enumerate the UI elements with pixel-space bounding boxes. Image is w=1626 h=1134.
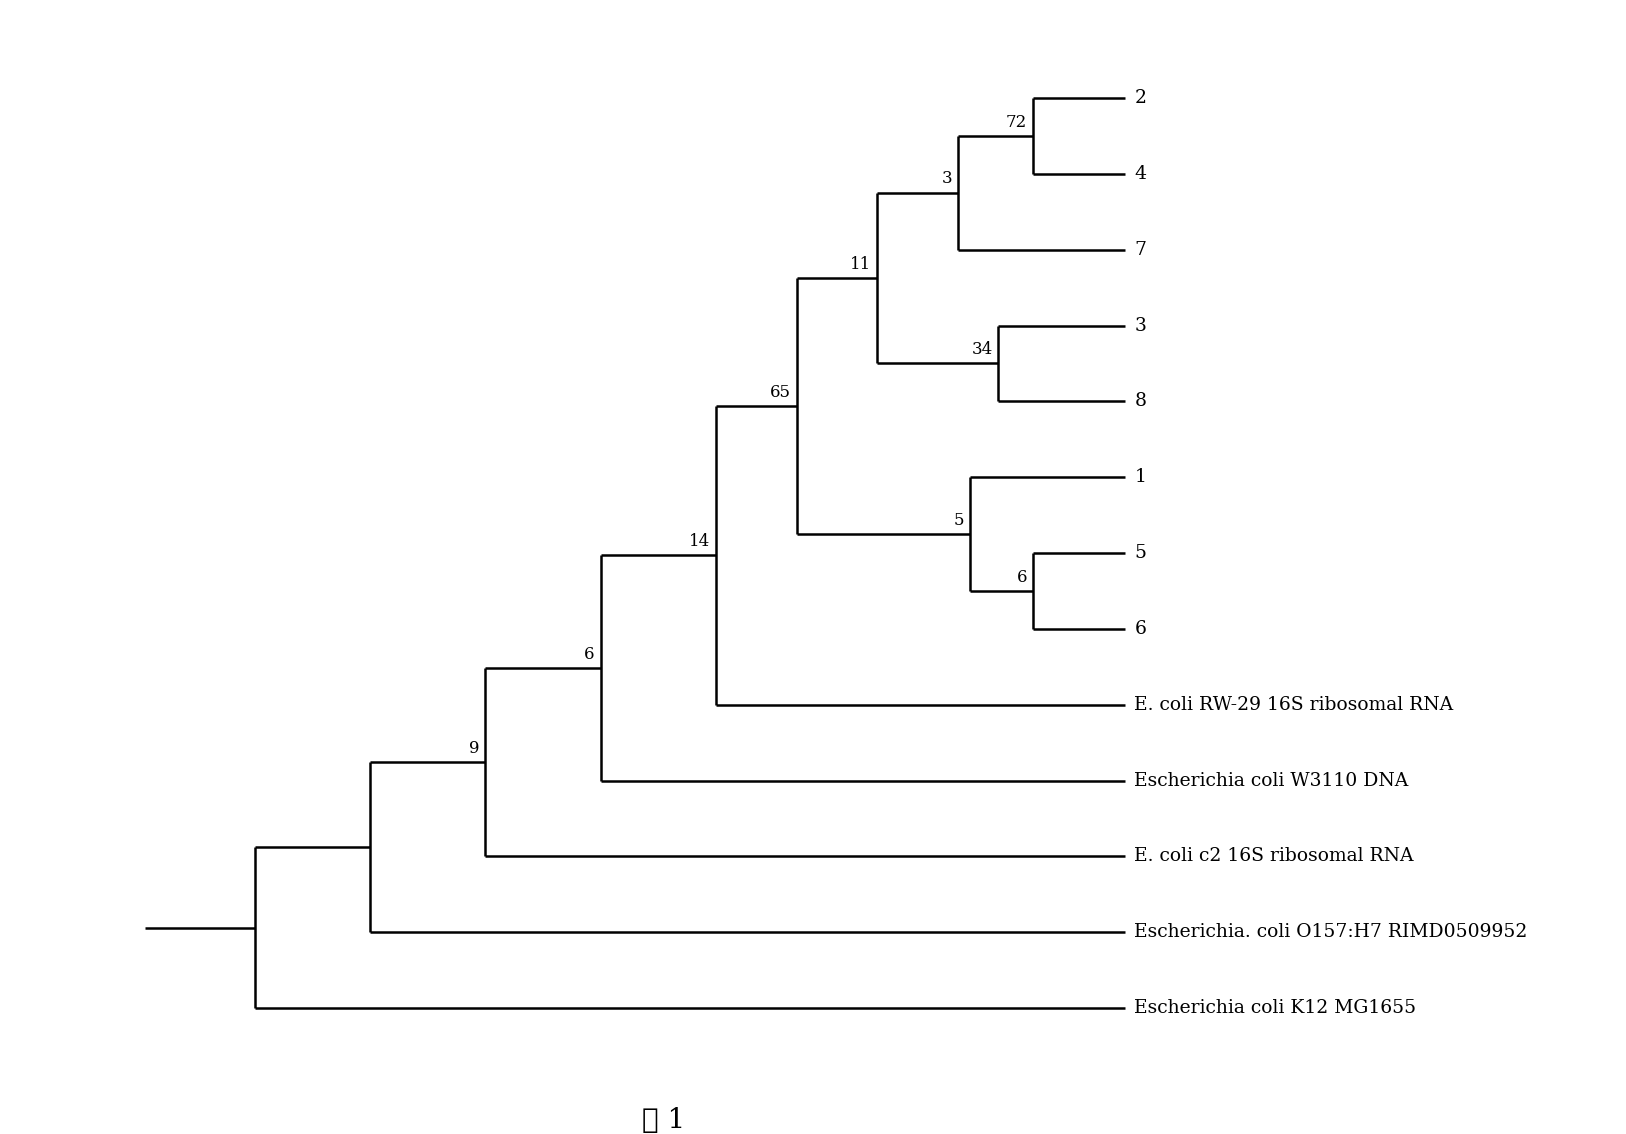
- Text: 11: 11: [850, 256, 872, 273]
- Text: E. coli RW-29 16S ribosomal RNA: E. coli RW-29 16S ribosomal RNA: [1135, 696, 1454, 713]
- Text: Escherichia. coli O157:H7 RIMD0509952: Escherichia. coli O157:H7 RIMD0509952: [1135, 923, 1528, 941]
- Text: 14: 14: [689, 533, 711, 550]
- Text: 34: 34: [971, 341, 992, 358]
- Text: 5: 5: [1135, 544, 1146, 562]
- Text: 8: 8: [1135, 392, 1146, 411]
- Text: 5: 5: [953, 511, 964, 528]
- Text: 72: 72: [1006, 113, 1028, 130]
- Text: 6: 6: [1016, 568, 1028, 585]
- Text: 3: 3: [1135, 316, 1146, 335]
- Text: 65: 65: [769, 383, 790, 400]
- Text: 6: 6: [1135, 620, 1146, 638]
- Text: Escherichia coli W3110 DNA: Escherichia coli W3110 DNA: [1135, 771, 1408, 789]
- Text: Escherichia coli K12 MG1655: Escherichia coli K12 MG1655: [1135, 999, 1416, 1017]
- Text: 4: 4: [1135, 164, 1146, 183]
- Text: 6: 6: [584, 645, 595, 662]
- Text: 1: 1: [1135, 468, 1146, 486]
- Text: 7: 7: [1135, 240, 1146, 259]
- Text: 图 1: 图 1: [642, 1107, 686, 1134]
- Text: 9: 9: [468, 741, 480, 758]
- Text: 3: 3: [941, 170, 953, 187]
- Text: 2: 2: [1135, 88, 1146, 107]
- Text: E. coli c2 16S ribosomal RNA: E. coli c2 16S ribosomal RNA: [1135, 847, 1415, 865]
